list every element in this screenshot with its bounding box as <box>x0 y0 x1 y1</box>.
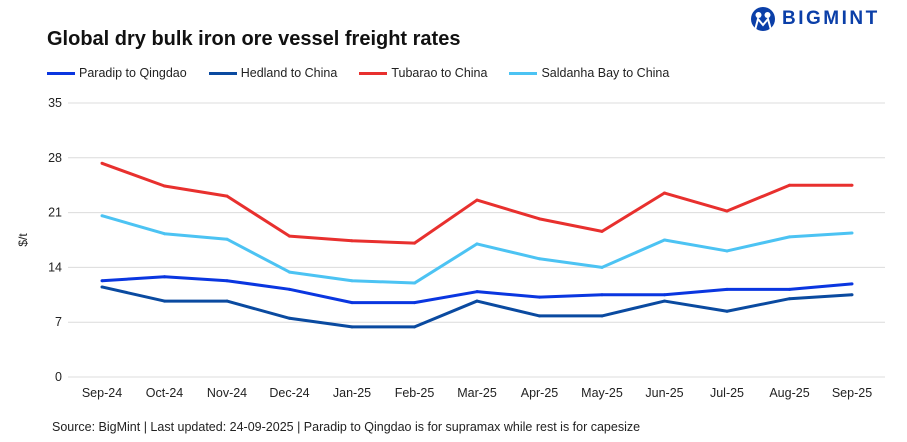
data-point <box>225 237 229 241</box>
data-point <box>725 287 729 291</box>
data-point <box>600 265 604 269</box>
y-tick-label: 28 <box>48 151 62 165</box>
data-point <box>788 183 791 187</box>
x-tick-label: Jun-25 <box>645 386 683 400</box>
data-point <box>225 279 229 283</box>
x-tick-label: Feb-25 <box>395 386 435 400</box>
x-tick-label: Oct-24 <box>146 386 184 400</box>
data-point <box>538 314 541 318</box>
x-tick-label: Jan-25 <box>333 386 371 400</box>
x-tick-label: Sep-25 <box>832 386 872 400</box>
data-point <box>350 301 354 305</box>
y-tick-label: 14 <box>48 260 62 274</box>
data-point <box>413 241 416 245</box>
data-point <box>163 275 166 279</box>
y-tick-label: 7 <box>55 315 62 329</box>
logo-text: BIGMINT <box>782 8 880 29</box>
data-point <box>475 242 479 246</box>
data-point <box>350 279 354 283</box>
legend-item: Tubarao to China <box>359 66 487 80</box>
y-tick-label: 35 <box>48 96 62 110</box>
data-point <box>850 293 854 297</box>
data-point <box>663 238 666 242</box>
data-point <box>538 295 541 299</box>
data-point <box>225 299 229 303</box>
y-tick-label: 0 <box>55 370 62 384</box>
legend-label: Hedland to China <box>240 66 338 80</box>
data-point <box>163 232 166 236</box>
x-tick-label: Sep-24 <box>82 386 122 400</box>
data-point <box>100 161 104 165</box>
data-point <box>600 293 604 297</box>
data-point <box>100 279 104 283</box>
data-point <box>788 287 791 291</box>
x-tick-label: Aug-25 <box>769 386 809 400</box>
data-point <box>663 293 666 297</box>
x-tick-label: Mar-25 <box>457 386 497 400</box>
x-tick-label: May-25 <box>581 386 623 400</box>
bigmint-logo: BIGMINT <box>750 6 880 32</box>
source-note: Source: BigMint | Last updated: 24-09-20… <box>52 420 641 434</box>
series-line <box>101 214 853 285</box>
y-tick-label: 21 <box>48 206 62 220</box>
series-line <box>101 275 853 305</box>
data-point <box>725 309 729 313</box>
data-point <box>413 301 416 305</box>
legend-swatch <box>208 71 237 75</box>
x-tick-label: Jul-25 <box>710 386 744 400</box>
data-point <box>788 297 791 301</box>
data-point <box>850 231 854 235</box>
legend-label: Paradip to Qingdao <box>79 66 187 80</box>
data-point <box>788 235 791 239</box>
legend-label: Saldanha Bay to China <box>541 66 670 80</box>
data-point <box>850 282 854 286</box>
data-point <box>725 249 729 253</box>
x-tick-label: Dec-24 <box>269 386 309 400</box>
data-point <box>475 198 479 202</box>
data-point <box>663 191 666 195</box>
data-point <box>600 314 604 318</box>
data-point <box>350 325 354 329</box>
y-axis-label: $/t <box>16 233 30 247</box>
data-point <box>475 299 479 303</box>
data-point <box>100 285 104 289</box>
legend-swatch <box>359 71 388 75</box>
data-point <box>413 325 416 329</box>
legend-label: Tubarao to China <box>391 66 488 80</box>
data-point <box>413 281 416 285</box>
data-point <box>100 214 104 218</box>
legend-swatch <box>509 71 538 75</box>
legend-item: Paradip to Qingdao <box>47 66 187 80</box>
data-point <box>163 184 166 188</box>
data-point <box>663 299 666 303</box>
data-point <box>850 183 854 187</box>
data-point <box>288 234 291 238</box>
data-point <box>475 290 479 294</box>
chart-title: Global dry bulk iron ore vessel freight … <box>47 28 461 50</box>
data-point <box>600 229 604 233</box>
data-point <box>288 316 291 320</box>
logo-icon <box>751 7 775 31</box>
legend-item: Saldanha Bay to China <box>509 66 669 80</box>
data-point <box>163 299 166 303</box>
data-point <box>288 287 291 291</box>
series-line <box>101 161 852 245</box>
legend-item: Hedland to China <box>208 66 338 80</box>
legend-swatch <box>47 71 75 75</box>
data-point <box>288 270 291 274</box>
legend: Paradip to Qingdao Hedland to China Tubara… <box>47 66 691 80</box>
data-point <box>225 194 229 198</box>
data-point <box>538 257 541 261</box>
data-point <box>350 239 354 243</box>
x-tick-label: Apr-25 <box>521 386 559 400</box>
data-point <box>725 209 729 213</box>
x-tick-label: Nov-24 <box>207 386 247 400</box>
data-point <box>538 217 541 221</box>
